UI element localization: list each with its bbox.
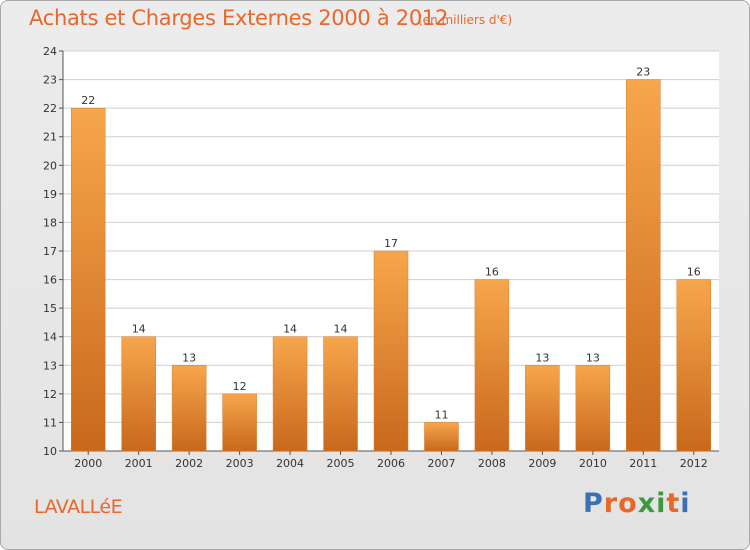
y-tick-label: 23: [43, 74, 57, 87]
x-tick-label: 2011: [629, 457, 657, 470]
logo-letter: i: [680, 488, 691, 519]
x-tick-label: 2001: [125, 457, 153, 470]
bar-2011: [626, 79, 661, 452]
logo-letter: o: [618, 488, 638, 519]
bar-2000: [70, 107, 106, 452]
bar-2004: [272, 336, 308, 452]
bar-value-label: 14: [334, 323, 348, 336]
bar-value-label: 13: [586, 351, 600, 364]
x-tick-label: 2005: [327, 457, 355, 470]
y-tick-label: 24: [43, 45, 57, 58]
bar-2009: [525, 365, 560, 452]
chart-subtitle: (en milliers d'€): [418, 13, 513, 27]
x-tick-label: 2006: [377, 457, 405, 470]
logo-letter: i: [656, 488, 667, 519]
x-tick-label: 2004: [276, 457, 304, 470]
bar-2012: [676, 279, 712, 452]
bar-value-label: 22: [81, 94, 95, 107]
x-tick-label: 2012: [680, 457, 708, 470]
y-tick-label: 22: [43, 102, 57, 115]
bar-value-label: 11: [434, 408, 448, 421]
x-tick-label: 2010: [579, 457, 607, 470]
logo-letter: r: [603, 488, 619, 519]
x-tick-label: 2002: [175, 457, 203, 470]
bar-value-label: 13: [182, 351, 196, 364]
x-tick-label: 2003: [226, 457, 254, 470]
y-tick-label: 16: [43, 274, 57, 287]
logo-letter: P: [583, 488, 604, 519]
x-tick-label: 2009: [528, 457, 556, 470]
y-tick-label: 20: [43, 159, 57, 172]
logo-letter: x: [637, 488, 657, 519]
y-tick-label: 10: [43, 445, 57, 458]
proxiti-logo: Proxiti: [583, 488, 691, 519]
y-tick-label: 15: [43, 302, 57, 315]
commune-name: LAVALLéE: [34, 496, 123, 518]
logo-letter: t: [666, 488, 681, 519]
bar-value-label: 14: [283, 323, 297, 336]
bar-2008: [474, 279, 510, 452]
bar-2002: [171, 365, 207, 452]
bar-value-label: 16: [485, 266, 499, 279]
bar-2001: [121, 336, 156, 452]
y-tick-label: 12: [43, 388, 57, 401]
y-tick-label: 21: [43, 131, 57, 144]
bar-value-label: 17: [384, 237, 398, 250]
bar-value-label: 23: [636, 66, 650, 79]
y-tick-label: 17: [43, 245, 57, 258]
bar-2005: [323, 336, 358, 452]
bar-2007: [424, 422, 459, 452]
y-tick-label: 13: [43, 359, 57, 372]
bar-2003: [222, 393, 257, 452]
bar-2006: [373, 250, 409, 452]
bar-2010: [575, 365, 611, 452]
x-tick-label: 2007: [427, 457, 455, 470]
x-tick-label: 2008: [478, 457, 506, 470]
y-tick-label: 19: [43, 188, 57, 201]
bar-value-label: 16: [687, 266, 701, 279]
bar-value-label: 14: [132, 323, 146, 336]
y-tick-label: 18: [43, 216, 57, 229]
y-tick-label: 11: [43, 416, 57, 429]
chart-title: Achats et Charges Externes 2000 à 2012: [29, 6, 449, 30]
x-tick-label: 2000: [74, 457, 102, 470]
bar-value-label: 12: [233, 380, 247, 393]
y-tick-label: 14: [43, 331, 57, 344]
bar-value-label: 13: [535, 351, 549, 364]
